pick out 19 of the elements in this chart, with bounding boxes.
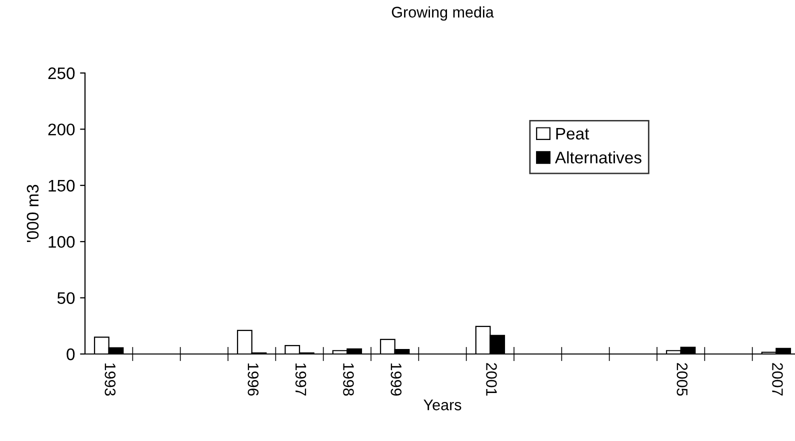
y-tick-label: 150 xyxy=(48,180,75,192)
x-tick-label: 1993 xyxy=(104,364,116,396)
legend-label: Alternatives xyxy=(554,151,642,164)
y-tick-label: 200 xyxy=(48,124,75,136)
y-tick-label: 0 xyxy=(66,348,75,360)
x-axis-title: Years xyxy=(424,400,462,410)
legend-label: Peat xyxy=(556,128,590,140)
x-tick-label: 1998 xyxy=(343,364,354,396)
x-tick-label: 2007 xyxy=(772,363,783,396)
x-tick-label: 2005 xyxy=(676,363,688,396)
x-tick-label: 1997 xyxy=(295,364,306,396)
y-tick-label: 50 xyxy=(57,292,75,304)
y-tick-label: 250 xyxy=(48,67,75,80)
chart-title: Growing media xyxy=(392,6,494,21)
y-axis-title: '000 m3 xyxy=(26,184,39,242)
y-tick-label: 100 xyxy=(48,236,75,248)
x-tick-label: 1999 xyxy=(390,364,402,396)
x-tick-label: 2001 xyxy=(486,363,497,396)
x-tick-label: 1996 xyxy=(248,364,259,396)
